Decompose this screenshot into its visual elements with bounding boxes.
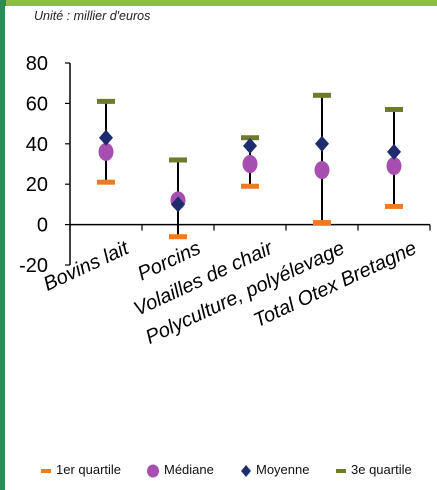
y-tick-label: 80 [26,53,48,75]
q3-mark [385,106,403,112]
legend: 1er quartile Médiane Moyenne 3e quartile [0,462,437,486]
q3-mark [241,135,259,141]
legend-symbol-q3 [336,468,346,473]
legend-label-median: Médiane [164,462,214,477]
median-point [314,161,330,180]
mean-point [315,135,329,152]
legend-symbol-q1 [41,468,51,473]
legend-symbol-mean [241,464,251,477]
q1-mark [97,179,115,185]
legend-item-q3: 3e quartile [335,462,412,477]
legend-item-q1: 1er quartile [40,462,121,477]
mean-point [171,196,185,213]
y-tick-label: 40 [26,134,48,156]
header-band [0,0,437,6]
y-tick-label: 60 [26,93,48,115]
y-tick-label: 20 [26,174,48,196]
mean-point [99,129,113,146]
category-label: Bovins lait [40,237,133,296]
median-point [242,155,258,173]
q3-mark [169,157,187,163]
unit-label: Unité : millier d'euros [34,9,151,23]
legend-symbol-median [147,464,159,478]
q1-mark [241,183,259,189]
q1-mark [385,203,403,209]
legend-label-q3: 3e quartile [351,462,412,477]
legend-label-q1: 1er quartile [56,462,122,477]
legend-item-mean: Moyenne [240,462,309,478]
left-border [0,0,5,490]
q1-mark [169,234,187,240]
median-point [98,142,114,161]
median-point [386,157,402,176]
mean-point [243,137,257,154]
q3-mark [313,92,331,98]
legend-item-median: Médiane [146,462,214,478]
q1-mark [313,220,331,226]
q3-mark [97,98,115,104]
mean-point [387,143,401,160]
legend-label-mean: Moyenne [256,462,310,477]
y-tick-label: 0 [37,215,48,237]
y-tick-label: -20 [19,255,48,277]
